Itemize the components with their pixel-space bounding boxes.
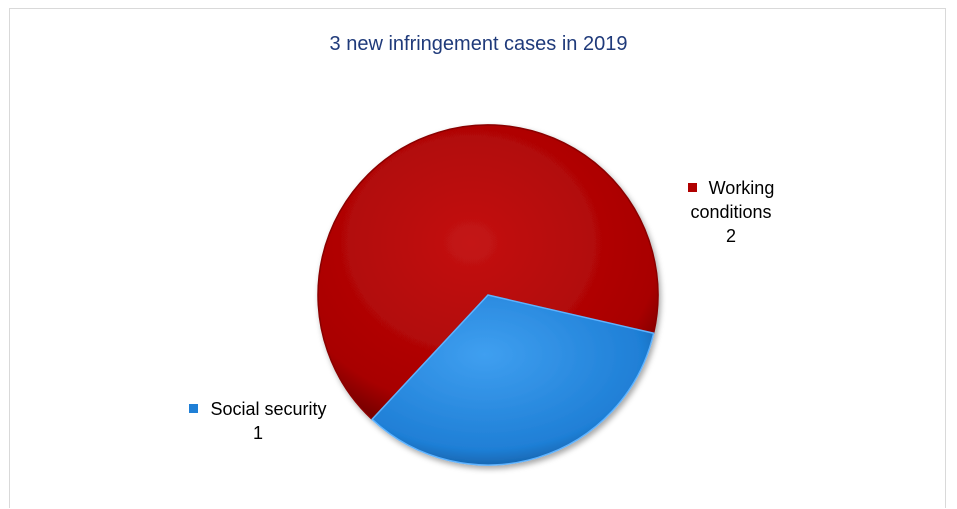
legend-text-working-conditions-1: Working — [708, 178, 775, 198]
legend-value-working-conditions: 2 — [725, 226, 736, 246]
pie-slice-social-security — [370, 294, 655, 466]
legend-text-social-security: Social security — [210, 399, 327, 419]
legend-marker-social-security — [189, 404, 199, 413]
legend-marker-working-conditions — [687, 183, 697, 192]
legend-label-social-security: Social security 1 — [158, 397, 358, 445]
legend-value-social-security: 1 — [252, 423, 263, 443]
legend-text-working-conditions-2: conditions — [690, 202, 772, 222]
pie-slice-working-conditions — [317, 124, 659, 421]
legend-label-working-conditions: Working conditions 2 — [656, 176, 806, 248]
chart-title: 3 new infringement cases in 2019 — [329, 33, 628, 55]
